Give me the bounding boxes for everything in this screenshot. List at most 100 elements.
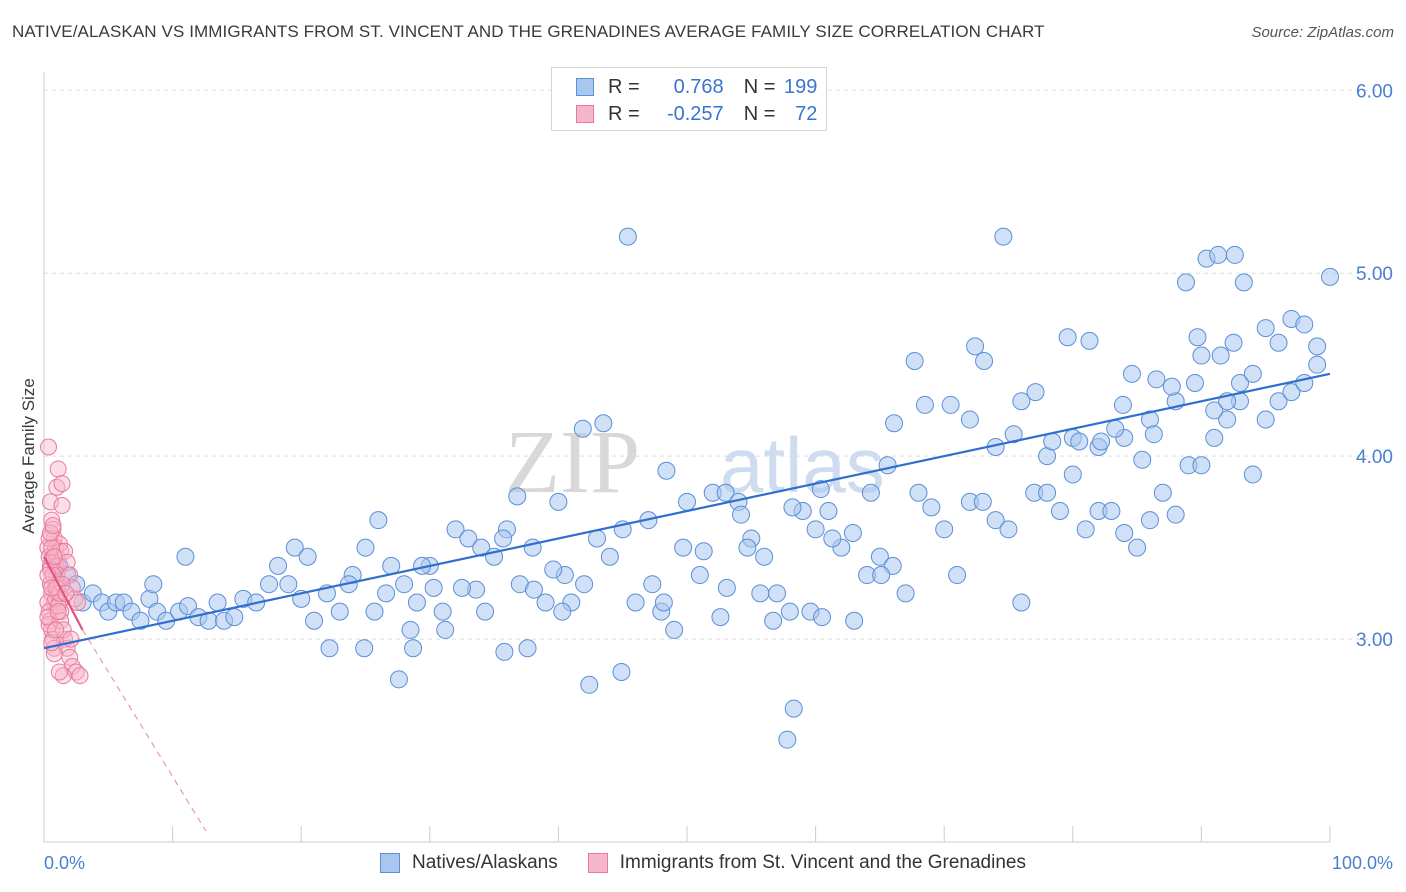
data-point-natives <box>1185 373 1204 392</box>
data-point-natives <box>1243 364 1262 383</box>
x-tick-label-end: 100.0% <box>1332 853 1393 873</box>
data-point-natives <box>452 578 471 597</box>
data-point-natives <box>1106 419 1125 438</box>
data-point-natives <box>1295 315 1314 334</box>
data-point-natives <box>755 547 774 566</box>
y-axis-label: Average Family Size <box>19 378 38 534</box>
data-point-natives <box>1147 370 1166 389</box>
legend-n-label: N = <box>743 102 776 125</box>
data-point-natives <box>1234 273 1253 292</box>
data-point-immigrants <box>45 548 63 566</box>
data-point-immigrants <box>49 603 67 621</box>
data-point-natives <box>260 575 279 594</box>
data-point-natives <box>518 639 537 658</box>
data-point-immigrants <box>50 663 68 681</box>
correlation-legend: R = 0.768 N = 199 R = -0.257 N = 72 <box>551 67 827 131</box>
data-point-natives <box>305 611 324 630</box>
data-point-natives <box>144 575 163 594</box>
data-point-natives <box>404 639 423 658</box>
data-point-natives <box>1230 373 1249 392</box>
data-point-natives <box>1153 483 1172 502</box>
legend-n-value: 199 <box>784 75 818 98</box>
data-point-natives <box>1308 355 1327 374</box>
legend-item-immigrants: Immigrants from St. Vincent and the Gren… <box>587 852 1026 874</box>
data-point-natives <box>813 608 832 627</box>
data-point-natives <box>1128 538 1147 557</box>
data-point-natives <box>459 529 478 548</box>
data-point-natives <box>1269 392 1288 411</box>
data-point-natives <box>935 520 954 539</box>
data-point-natives <box>549 492 568 511</box>
data-point-natives <box>717 578 736 597</box>
data-point-natives <box>1012 392 1031 411</box>
data-point-natives <box>861 483 880 502</box>
legend-swatch-blue <box>576 78 594 96</box>
data-point-natives <box>764 611 783 630</box>
data-point-natives <box>1225 245 1244 264</box>
data-point-natives <box>870 547 889 566</box>
series-legend: Natives/Alaskans Immigrants from St. Vin… <box>380 852 1056 874</box>
y-tick-label: 3.00 <box>1356 630 1393 651</box>
x-tick-labels: 0.0% 100.0% <box>44 853 1393 873</box>
data-point-natives <box>1176 273 1195 292</box>
data-point-natives <box>657 461 676 480</box>
data-point-natives <box>495 642 514 661</box>
data-point-natives <box>915 395 934 414</box>
data-point-natives <box>716 483 735 502</box>
data-point-natives <box>986 511 1005 530</box>
watermark: ZIP atlas <box>505 413 885 512</box>
data-point-natives <box>176 547 195 566</box>
data-point-natives <box>811 480 830 499</box>
data-point-natives <box>612 663 631 681</box>
data-point-natives <box>626 593 645 612</box>
data-point-natives <box>594 414 613 433</box>
data-point-immigrants <box>56 542 74 560</box>
data-point-natives <box>369 511 388 530</box>
data-point-natives <box>407 593 426 612</box>
data-point-natives <box>1321 267 1339 286</box>
data-point-natives <box>1140 511 1159 530</box>
data-point-natives <box>1205 428 1224 447</box>
data-point-natives <box>690 566 709 585</box>
data-point-natives <box>424 578 443 597</box>
legend-r-label: R = <box>608 75 640 98</box>
legend-row-natives: R = 0.768 N = 199 <box>576 74 817 100</box>
data-point-natives <box>1115 523 1134 542</box>
data-point-natives <box>355 639 374 658</box>
legend-r-value: -0.257 <box>666 102 724 125</box>
data-point-natives <box>654 593 673 612</box>
data-point-natives <box>285 538 304 557</box>
data-point-natives <box>446 520 465 539</box>
legend-n-label: N = <box>743 75 776 98</box>
data-point-natives <box>1076 520 1095 539</box>
y-tick-label: 5.00 <box>1356 264 1393 285</box>
data-point-natives <box>208 593 227 612</box>
data-point-natives <box>885 414 904 433</box>
data-point-natives <box>1070 432 1089 451</box>
data-point-natives <box>1144 425 1163 444</box>
data-point-natives <box>472 538 491 557</box>
grid-layer <box>44 89 1390 640</box>
data-point-immigrants <box>43 511 61 529</box>
axes-layer <box>43 72 1331 843</box>
data-point-immigrants <box>68 593 86 611</box>
legend-row-immigrants: R = -0.257 N = 72 <box>576 101 817 127</box>
data-point-immigrants <box>53 475 71 493</box>
data-point-natives <box>1211 346 1230 365</box>
data-point-natives <box>843 523 862 542</box>
y-tick-labels: 3.00 4.00 5.00 6.00 <box>1356 81 1393 651</box>
data-point-natives <box>878 456 897 475</box>
data-point-natives <box>225 608 244 627</box>
data-point-natives <box>508 487 527 506</box>
data-point-natives <box>1269 333 1288 352</box>
legend-swatch-natives <box>380 853 400 873</box>
data-point-natives <box>778 730 797 749</box>
data-point-immigrants <box>44 517 62 535</box>
data-point-natives <box>678 492 696 511</box>
data-point-natives <box>975 352 994 371</box>
data-point-natives <box>1038 483 1057 502</box>
data-point-natives <box>494 529 513 548</box>
data-point-natives <box>665 620 684 639</box>
data-point-natives <box>768 584 787 603</box>
